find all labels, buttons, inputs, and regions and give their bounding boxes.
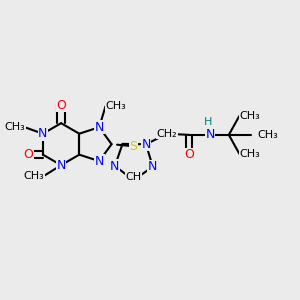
Text: CH₃: CH₃: [239, 111, 260, 121]
Text: CH₃: CH₃: [257, 130, 278, 140]
Text: S: S: [130, 140, 138, 153]
Text: CH₃: CH₃: [24, 171, 44, 181]
Text: CH: CH: [126, 172, 142, 182]
Text: N: N: [205, 128, 214, 141]
Text: O: O: [184, 148, 194, 161]
Text: H: H: [204, 117, 212, 127]
Text: N: N: [110, 160, 120, 172]
Text: N: N: [56, 159, 66, 172]
Text: CH₂: CH₂: [157, 129, 177, 139]
Text: O: O: [56, 99, 66, 112]
Text: N: N: [38, 127, 48, 140]
Text: O: O: [23, 148, 33, 161]
Text: N: N: [94, 121, 104, 134]
Text: N: N: [148, 160, 158, 173]
Text: CH₃: CH₃: [239, 149, 260, 159]
Text: CH₃: CH₃: [106, 101, 126, 111]
Text: CH₃: CH₃: [4, 122, 25, 132]
Text: N: N: [141, 138, 151, 151]
Text: N: N: [94, 154, 104, 168]
